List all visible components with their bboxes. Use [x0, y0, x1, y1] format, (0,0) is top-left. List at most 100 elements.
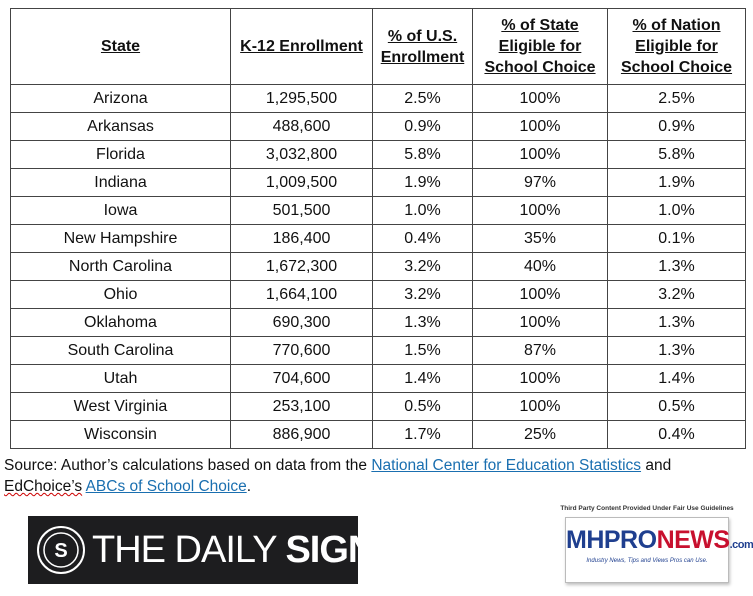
cell-nation-eligible: 5.8% [607, 140, 746, 169]
cell-nation-eligible: 0.5% [607, 392, 746, 421]
table-row: Wisconsin 886,900 1.7% 25% 0.4% [10, 420, 746, 449]
cell-enrollment: 690,300 [230, 308, 373, 337]
table-row: West Virginia 253,100 0.5% 100% 0.5% [10, 392, 746, 421]
header-enrollment: K-12 Enrollment [230, 8, 373, 85]
header-state: State [10, 8, 231, 85]
cell-state-eligible: 100% [472, 112, 608, 141]
school-choice-table: State K-12 Enrollment% of U.S. Enrollment… [10, 8, 746, 449]
cell-state-eligible: 100% [472, 392, 608, 421]
cell-us-share: 3.2% [372, 280, 473, 309]
cell-state: South Carolina [10, 336, 231, 365]
wordmark-light: THE DAILY [92, 528, 286, 571]
mh-name-suffix: .com [729, 539, 753, 551]
cell-state: Ohio [10, 280, 231, 309]
emblem-letter: S [54, 540, 67, 562]
fair-use-note: Third Party Content Provided Under Fair … [560, 505, 734, 512]
cell-nation-eligible: 1.3% [607, 252, 746, 281]
source-mid: and [641, 457, 672, 474]
source-note: Source: Author’s calculations based on d… [4, 455, 749, 497]
cell-nation-eligible: 1.3% [607, 336, 746, 365]
nces-link[interactable]: National Center for Education Statistics [371, 457, 642, 474]
table-row: South Carolina 770,600 1.5% 87% 1.3% [10, 336, 746, 365]
cell-enrollment: 1,009,500 [230, 168, 373, 197]
table-body: Arizona 1,295,500 2.5% 100% 2.5% Arkansas 488,… [10, 84, 746, 449]
cell-enrollment: 1,295,500 [230, 84, 373, 113]
table-header-row: State K-12 Enrollment% of U.S. Enrollment… [10, 8, 746, 85]
cell-nation-eligible: 1.0% [607, 196, 746, 225]
table-row: Utah 704,600 1.4% 100% 1.4% [10, 364, 746, 393]
cell-state: Arizona [10, 84, 231, 113]
daily-signal-logo: S THE DAILY SIGNAL [28, 516, 424, 584]
table-row: Iowa 501,500 1.0% 100% 1.0% [10, 196, 746, 225]
source-suffix: . [246, 478, 251, 495]
cell-enrollment: 1,664,100 [230, 280, 373, 309]
table-row: Arizona 1,295,500 2.5% 100% 2.5% [10, 84, 746, 113]
cell-us-share: 3.2% [372, 252, 473, 281]
mhpronews-block: Third Party Content Provided Under Fair … [553, 505, 753, 587]
header-state-eligible: % of State Eligible for School Choice [472, 8, 608, 85]
table-row: Oklahoma 690,300 1.3% 100% 1.3% [10, 308, 746, 337]
cell-state-eligible: 97% [472, 168, 608, 197]
cell-state: Iowa [10, 196, 231, 225]
cell-enrollment: 770,600 [230, 336, 373, 365]
daily-signal-wordmark: THE DAILY SIGNAL [92, 528, 424, 572]
cell-nation-eligible: 2.5% [607, 84, 746, 113]
cell-state-eligible: 87% [472, 336, 608, 365]
mhpronews-wordmark: MHPRONEWS.com [566, 526, 753, 555]
cell-nation-eligible: 0.1% [607, 224, 746, 253]
cell-nation-eligible: 0.4% [607, 420, 746, 449]
cell-enrollment: 501,500 [230, 196, 373, 225]
cell-state: Florida [10, 140, 231, 169]
cell-enrollment: 253,100 [230, 392, 373, 421]
cell-us-share: 0.5% [372, 392, 473, 421]
cell-enrollment: 1,672,300 [230, 252, 373, 281]
cell-state-eligible: 100% [472, 140, 608, 169]
wordmark-bold: SIGNAL [285, 528, 424, 571]
table-row: Florida 3,032,800 5.8% 100% 5.8% [10, 140, 746, 169]
cell-state-eligible: 100% [472, 84, 608, 113]
mh-name-left: MHPRO [566, 526, 657, 554]
cell-nation-eligible: 1.9% [607, 168, 746, 197]
cell-nation-eligible: 3.2% [607, 280, 746, 309]
header-us-share: % of U.S. Enrollment [372, 8, 473, 85]
cell-state-eligible: 40% [472, 252, 608, 281]
cell-state: Wisconsin [10, 420, 231, 449]
cell-nation-eligible: 0.9% [607, 112, 746, 141]
mhpronews-logo: MHPRONEWS.com Industry News, Tips and Vi… [565, 517, 753, 583]
cell-enrollment: 3,032,800 [230, 140, 373, 169]
cell-enrollment: 704,600 [230, 364, 373, 393]
cell-state-eligible: 100% [472, 364, 608, 393]
cell-us-share: 1.7% [372, 420, 473, 449]
signal-emblem-icon: S [37, 526, 85, 574]
abcs-link[interactable]: ABCs of School Choice [85, 478, 247, 495]
cell-nation-eligible: 1.4% [607, 364, 746, 393]
cell-us-share: 0.4% [372, 224, 473, 253]
cell-enrollment: 488,600 [230, 112, 373, 141]
cell-us-share: 0.9% [372, 112, 473, 141]
cell-us-share: 1.5% [372, 336, 473, 365]
cell-nation-eligible: 1.3% [607, 308, 746, 337]
table-row: North Carolina 1,672,300 3.2% 40% 1.3% [10, 252, 746, 281]
cell-us-share: 1.4% [372, 364, 473, 393]
mh-name-right: NEWS [656, 526, 731, 554]
table-row: Arkansas 488,600 0.9% 100% 0.9% [10, 112, 746, 141]
cell-state: Indiana [10, 168, 231, 197]
cell-state-eligible: 100% [472, 280, 608, 309]
source-edchoice: EdChoice’s [4, 478, 83, 495]
cell-state: West Virginia [10, 392, 231, 421]
mhpronews-tagline: Industry News, Tips and Views Pros can U… [586, 558, 708, 564]
cell-us-share: 1.9% [372, 168, 473, 197]
cell-us-share: 5.8% [372, 140, 473, 169]
table-row: New Hampshire 186,400 0.4% 35% 0.1% [10, 224, 746, 253]
cell-us-share: 1.0% [372, 196, 473, 225]
cell-state-eligible: 25% [472, 420, 608, 449]
cell-us-share: 2.5% [372, 84, 473, 113]
table-row: Ohio 1,664,100 3.2% 100% 3.2% [10, 280, 746, 309]
cell-state: Oklahoma [10, 308, 231, 337]
source-prefix: Source: Author’s calculations based on d… [4, 457, 372, 474]
cell-enrollment: 186,400 [230, 224, 373, 253]
table-row: Indiana 1,009,500 1.9% 97% 1.9% [10, 168, 746, 197]
cell-state-eligible: 35% [472, 224, 608, 253]
cell-state: New Hampshire [10, 224, 231, 253]
cell-state-eligible: 100% [472, 196, 608, 225]
